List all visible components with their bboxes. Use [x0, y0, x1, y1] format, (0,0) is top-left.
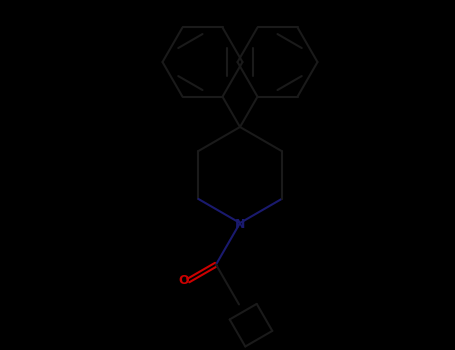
Text: N: N [235, 218, 245, 231]
Text: O: O [178, 274, 189, 287]
